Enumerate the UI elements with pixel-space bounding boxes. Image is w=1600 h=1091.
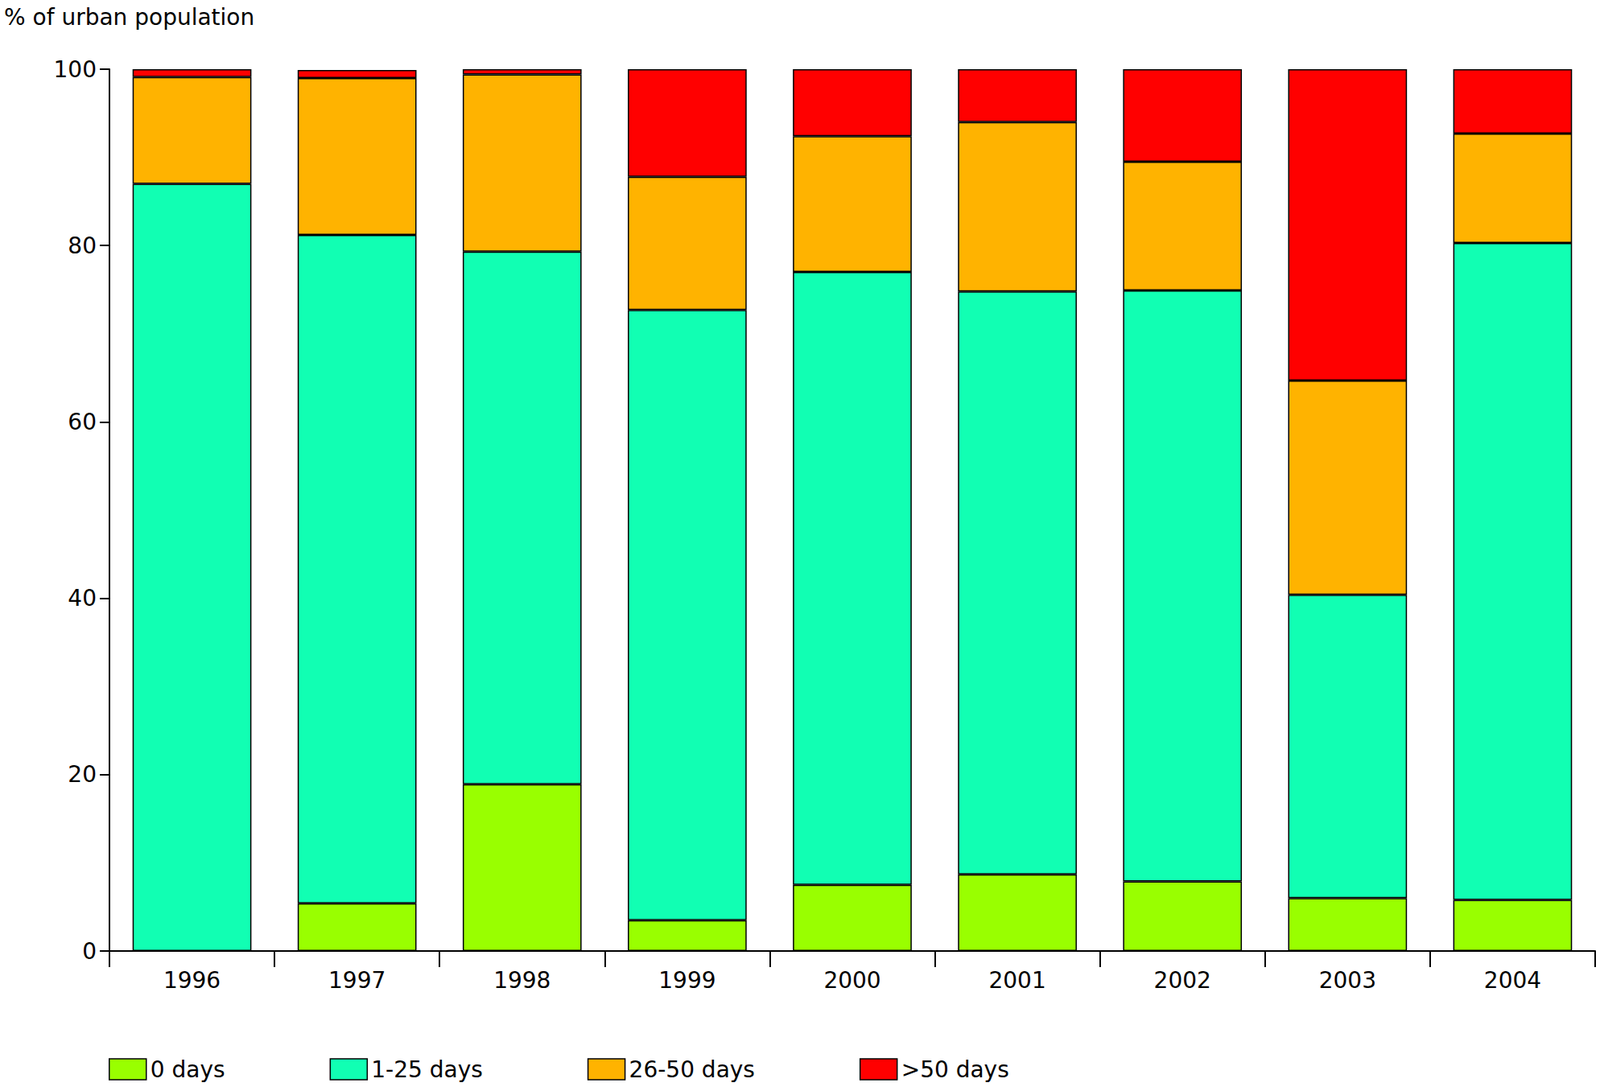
svg-text:1998: 1998 bbox=[493, 967, 551, 994]
svg-text:1-25 days: 1-25 days bbox=[371, 1056, 483, 1084]
svg-text:1996: 1996 bbox=[163, 967, 221, 994]
svg-text:1997: 1997 bbox=[328, 967, 386, 994]
svg-text:100: 100 bbox=[53, 56, 97, 83]
svg-text:0 days: 0 days bbox=[150, 1056, 226, 1084]
svg-text:% of urban population: % of urban population bbox=[4, 4, 255, 31]
svg-text:2003: 2003 bbox=[1319, 967, 1377, 994]
svg-text:20: 20 bbox=[67, 761, 97, 788]
svg-text:1999: 1999 bbox=[658, 967, 716, 994]
svg-text:0: 0 bbox=[82, 938, 97, 965]
svg-text:2002: 2002 bbox=[1154, 967, 1212, 994]
svg-text:>50 days: >50 days bbox=[901, 1056, 1010, 1084]
svg-text:40: 40 bbox=[67, 585, 97, 612]
svg-text:2000: 2000 bbox=[823, 967, 881, 994]
svg-text:2004: 2004 bbox=[1484, 967, 1542, 994]
svg-text:60: 60 bbox=[67, 408, 97, 436]
svg-text:2001: 2001 bbox=[988, 967, 1046, 994]
svg-text:80: 80 bbox=[67, 232, 97, 260]
svg-text:26-50 days: 26-50 days bbox=[629, 1056, 755, 1084]
